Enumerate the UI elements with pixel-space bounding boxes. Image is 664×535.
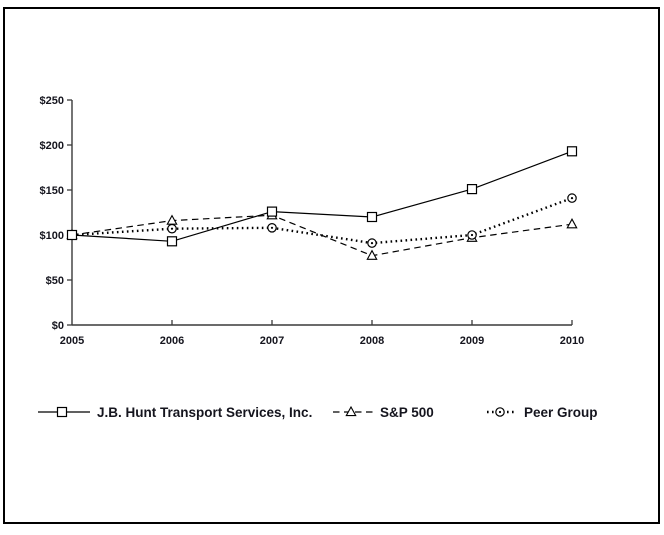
marker-center-dot — [498, 410, 502, 414]
dotted-line-circled-dot-marker-icon — [487, 404, 517, 420]
square-data-point-marker-icon — [466, 184, 478, 195]
x-tick-label: 2005 — [60, 335, 84, 347]
legend-label-jb-hunt: J.B. Hunt Transport Services, Inc. — [97, 404, 313, 420]
y-tick-label: $200 — [40, 140, 64, 152]
marker-center-dot — [470, 233, 474, 237]
legend-item-peer-group: Peer Group — [487, 402, 598, 422]
x-tick-label: 2008 — [360, 335, 384, 347]
y-tick-label: $250 — [40, 95, 64, 107]
triangle-data-point-marker-icon — [345, 405, 357, 417]
dashed-line-triangle-marker-icon — [333, 404, 373, 420]
y-tick-label: $150 — [40, 185, 64, 197]
triangle-data-point-marker-icon — [366, 249, 378, 260]
legend-label-peer-group: Peer Group — [524, 404, 598, 420]
marker-center-dot — [370, 242, 374, 245]
x-tick-label: 2006 — [160, 335, 184, 347]
y-tick-label: $0 — [52, 320, 64, 332]
marker-center-dot — [570, 197, 574, 200]
legend-label-sp500: S&P 500 — [380, 404, 434, 420]
solid-line-square-marker-icon — [38, 404, 90, 420]
figure-border — [3, 7, 660, 524]
x-tick-label: 2007 — [260, 335, 284, 347]
square-data-point-marker-icon — [56, 406, 68, 418]
triangle-data-point-marker-icon — [566, 218, 578, 229]
series-line-0 — [71, 150, 573, 242]
legend-item-sp500: S&P 500 — [333, 402, 434, 422]
square-data-point-marker-icon — [66, 229, 78, 241]
marker-center-dot — [170, 227, 174, 230]
y-tick-label: $100 — [40, 230, 64, 242]
square-data-point-marker-icon — [266, 206, 278, 217]
square-data-point-marker-icon — [166, 236, 178, 247]
x-tick-label: 2010 — [560, 335, 584, 347]
series-line-2 — [71, 196, 573, 245]
square-data-point-marker-icon — [566, 146, 578, 157]
legend-item-jb-hunt: J.B. Hunt Transport Services, Inc. — [38, 402, 312, 422]
y-tick-label: $50 — [46, 275, 64, 287]
marker-center-dot — [270, 226, 274, 229]
x-tick-label: 2009 — [460, 335, 484, 347]
square-data-point-marker-icon — [366, 211, 378, 223]
